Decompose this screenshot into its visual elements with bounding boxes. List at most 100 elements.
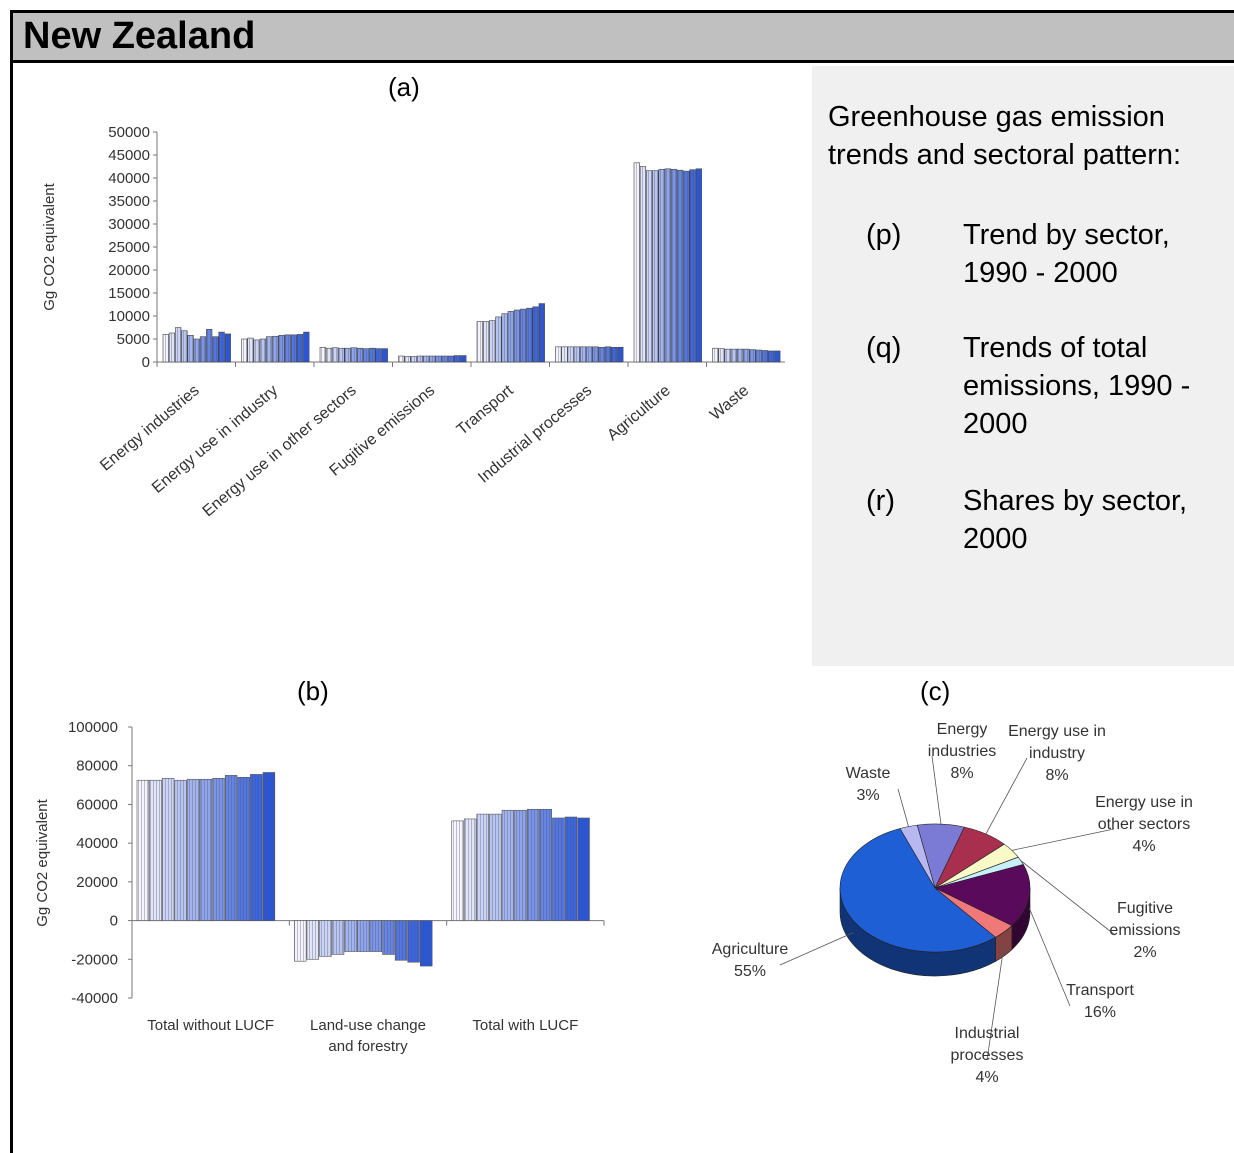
leader-line [1011, 828, 1115, 851]
pie-label: 8% [950, 765, 973, 782]
y-tick-label: 20000 [108, 262, 150, 279]
leader-line [1020, 860, 1116, 936]
pie-label: processes [951, 1047, 1024, 1064]
bar-hatch [420, 920, 433, 967]
bar-hatch [423, 356, 429, 362]
bar-hatch [253, 339, 260, 362]
pie-label: Energy [937, 721, 988, 738]
pie-label: 55% [734, 963, 766, 980]
y-tick-label: 5000 [117, 331, 150, 348]
y-tick-label: 0 [110, 913, 118, 930]
bar-hatch [617, 347, 624, 362]
bar-hatch [212, 336, 219, 362]
bar-hatch [429, 356, 436, 362]
pie-slice [899, 824, 936, 889]
bar-hatch [187, 335, 194, 362]
bar-hatch [278, 335, 285, 362]
bar-hatch [555, 346, 562, 362]
bar-hatch [294, 920, 307, 962]
bar-hatch [724, 349, 731, 362]
bar-hatch [225, 333, 231, 362]
bar-hatch [712, 348, 719, 362]
leader-line [779, 932, 854, 966]
leader-line [985, 757, 1028, 835]
bar-hatch [696, 168, 702, 362]
bar-hatch [306, 920, 319, 960]
y-tick-label: 100000 [68, 719, 118, 736]
x-tick-label: Agriculture [604, 382, 674, 444]
bar-hatch [665, 168, 671, 362]
bar-hatch [266, 336, 272, 362]
bar-hatch [683, 171, 690, 362]
bar-hatch [212, 778, 225, 921]
bar-hatch [677, 170, 683, 362]
bar-hatch [611, 347, 617, 362]
bar-hatch [351, 347, 357, 362]
pie-label: 8% [1045, 767, 1068, 784]
y-tick-label: 40000 [108, 170, 150, 187]
bar-hatch [520, 309, 526, 362]
bar-hatch [404, 356, 411, 362]
bar-hatch [634, 162, 640, 362]
bar-hatch [527, 809, 540, 921]
bar-hatch [326, 348, 332, 362]
pie-label: Industrial [955, 1025, 1020, 1042]
bar-hatch [483, 321, 489, 362]
panel-label-c: (c) [920, 676, 951, 706]
y-axis-label: Gg CO2 equivalent [34, 798, 51, 926]
pie-label: Fugitive [1117, 900, 1173, 917]
bar-hatch [162, 778, 174, 921]
bar-hatch [332, 920, 344, 955]
bar-hatch [194, 339, 200, 362]
bar-hatch [451, 820, 464, 921]
pie-slice [934, 864, 1031, 926]
bar-hatch [514, 810, 527, 921]
pie-label: 3% [856, 787, 879, 804]
bar-hatch [382, 348, 388, 362]
bar-hatch [731, 349, 737, 362]
bar-hatch [561, 346, 568, 362]
bar-hatch [592, 346, 599, 362]
leader-line [931, 755, 942, 825]
pie-label: 4% [975, 1069, 998, 1086]
y-tick-label: -40000 [71, 990, 118, 1007]
bar-hatch [357, 348, 363, 362]
bar-hatch [464, 818, 477, 921]
bar-hatch [574, 346, 580, 362]
legend-item-label: (r) [866, 485, 895, 517]
legend-item-text: Trend by sector, 1990 - 2000 [963, 219, 1170, 289]
leader-line [897, 788, 909, 827]
bar-hatch [508, 311, 514, 362]
y-axis-label: Gg CO2 equivalent [41, 182, 58, 310]
y-tick-label: 0 [142, 354, 150, 371]
bar-hatch [149, 780, 162, 921]
bar-hatch [501, 313, 508, 362]
bar-hatch [225, 775, 237, 921]
leader-line [986, 943, 1005, 1061]
pie-label: Energy use in [1008, 723, 1106, 740]
y-tick-label: 15000 [108, 285, 150, 302]
x-tick-label: Waste [707, 382, 752, 424]
y-tick-label: 10000 [108, 308, 150, 325]
bar-hatch [250, 774, 263, 921]
pie-slice [839, 828, 997, 953]
bar-hatch [749, 349, 756, 362]
pie-label: 4% [1132, 838, 1155, 855]
bar-hatch [218, 332, 225, 362]
bar-hatch [495, 316, 502, 362]
bar-hatch [284, 334, 291, 362]
pie-label: Waste [846, 765, 891, 782]
bar-hatch [417, 356, 423, 362]
bar-hatch [454, 355, 460, 362]
bar-hatch [407, 920, 420, 963]
bar-hatch [187, 779, 200, 921]
legend-panel: Greenhouse gas emission trends and secto… [812, 66, 1234, 666]
bar-hatch [577, 817, 590, 921]
pie-label: Transport [1066, 982, 1134, 999]
bar-hatch [169, 333, 175, 362]
bar-hatch [640, 166, 646, 362]
bar-hatch [646, 170, 652, 362]
bar-hatch [565, 817, 577, 921]
bar-hatch [586, 346, 593, 362]
